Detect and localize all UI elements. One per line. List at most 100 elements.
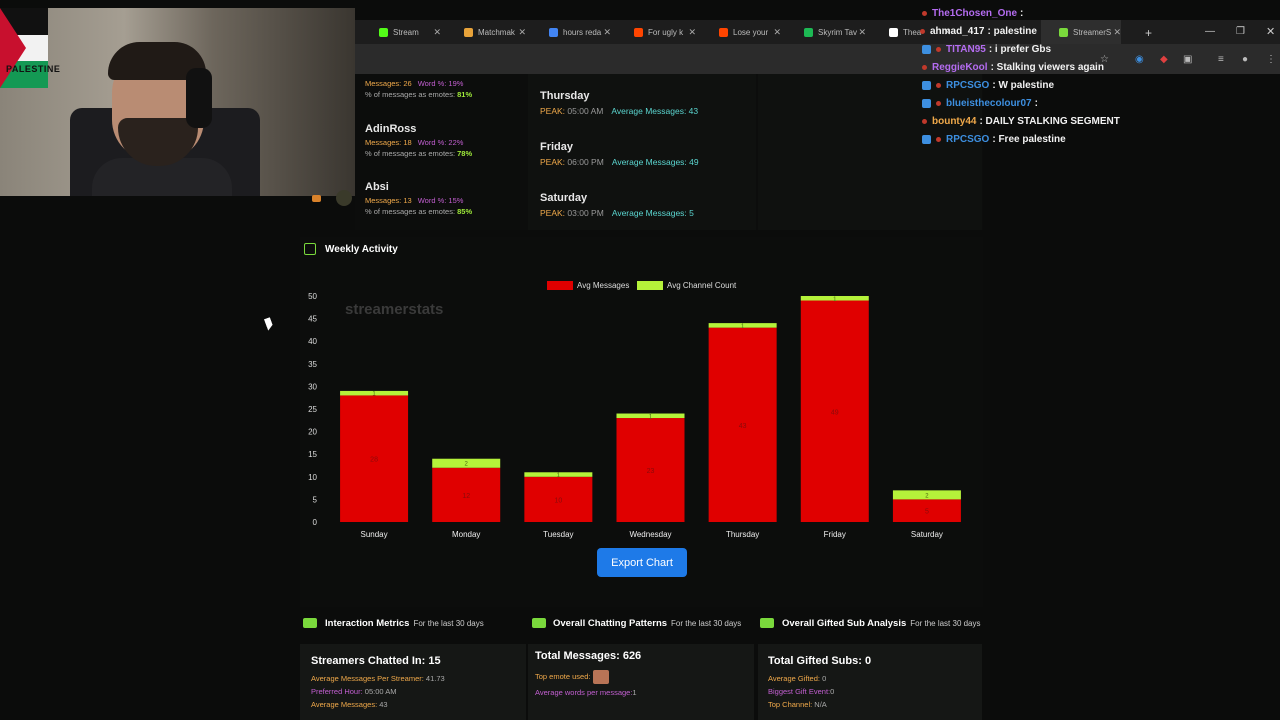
tab-close-icon[interactable]: ✕: [943, 27, 951, 37]
chat-text: : W palestine: [992, 80, 1055, 91]
chat-message: The1Chosen_One :: [922, 8, 1023, 19]
bar-avg-messages: [524, 476, 593, 522]
user-3-name[interactable]: Absi: [365, 181, 389, 193]
browser-tab[interactable]: Thea ✕: [871, 20, 951, 44]
tab-close-icon[interactable]: ✕: [603, 27, 611, 37]
browser-tab[interactable]: hours reda ✕: [531, 20, 611, 44]
chat-username[interactable]: The1Chosen_One: [932, 8, 1018, 19]
profile-icon[interactable]: ●: [1242, 54, 1249, 65]
chat-text: : palestine: [987, 26, 1037, 37]
tab-label: Thea: [903, 27, 922, 37]
bar-value-label: 2: [465, 462, 469, 468]
tab-close-icon[interactable]: ✕: [433, 27, 441, 37]
tab-close-icon[interactable]: ✕: [773, 27, 781, 37]
webcam-overlay: PALESTINE: [0, 8, 355, 196]
browser-address-bar[interactable]: [355, 44, 1280, 74]
user-3-meta: Messages: 13 Word %: 15%: [365, 196, 464, 205]
window-close-icon[interactable]: ✕: [1266, 26, 1276, 38]
puzzle-icon[interactable]: ▣: [1183, 54, 1193, 65]
total-messages-title: Total Messages: 626: [535, 650, 642, 662]
user-2-name[interactable]: AdinRoss: [365, 123, 417, 135]
menu-icon[interactable]: ⋮: [1266, 54, 1276, 65]
chat-text: : Stalking viewers again: [990, 62, 1104, 73]
browser-tab[interactable]: For ugly k ✕: [616, 20, 696, 44]
tab-label: Matchmak: [478, 27, 515, 37]
user-2-meta: Messages: 18 Word %: 22%: [365, 138, 464, 147]
chat-message: RPCSGO : Free palestine: [922, 134, 1066, 145]
biggest-gift-event: Biggest Gift Event:0: [768, 687, 835, 696]
export-chart-button[interactable]: Export Chart: [597, 548, 687, 577]
stats-column: [758, 74, 982, 230]
browser-tab[interactable]: Lose your ✕: [701, 20, 781, 44]
browser-tab[interactable]: Stream ✕: [361, 20, 441, 44]
y-tick-label: 30: [308, 382, 317, 391]
tab-favicon-icon: [889, 27, 898, 37]
bar-avg-channel-count: [616, 413, 685, 419]
extension-icon[interactable]: ◆: [1160, 54, 1168, 65]
chat-message: ahmad_417 : palestine: [920, 26, 1037, 37]
chat-message: bounty44 : DAILY STALKING SEGMENT: [922, 116, 1120, 127]
bar-avg-channel-count: [340, 390, 409, 396]
chat-message: blueisthecolour07 :: [922, 98, 1038, 109]
peak-day-name: Friday: [540, 141, 574, 153]
x-tick-label: Wednesday: [629, 530, 671, 539]
chat-username[interactable]: ReggieKool: [932, 62, 988, 73]
tab-label: hours reda: [563, 27, 602, 37]
tab-close-icon[interactable]: ✕: [518, 27, 526, 37]
browser-tab[interactable]: Skyrim Tav ✕: [786, 20, 866, 44]
browser-tab[interactable]: StreamerS ✕: [1041, 20, 1121, 44]
chat-username[interactable]: RPCSGO: [946, 80, 990, 91]
peak-day-meta: PEAK: 05:00 AM Average Messages: 43: [540, 106, 699, 116]
bar-value-label: 1: [649, 414, 653, 420]
avatar: [336, 190, 352, 206]
mouse-cursor-icon: [264, 317, 274, 331]
chat-username[interactable]: TITAN95: [946, 44, 986, 55]
avg-messages-per-streamer: Average Messages Per Streamer: 41.73: [311, 674, 445, 683]
bar-value-label: 12: [462, 493, 470, 500]
tab-label: Lose your: [733, 27, 769, 37]
chat-badge-icon: [922, 81, 931, 90]
chat-dot-icon: [922, 119, 927, 124]
maximize-icon[interactable]: ❐: [1236, 26, 1245, 37]
bar-value-label: 1: [557, 473, 561, 479]
tab-label: Stream: [393, 27, 419, 37]
user-2-emotes: % of messages as emotes: 78%: [365, 149, 473, 158]
top-emote-used: Top emote used:: [535, 670, 610, 684]
chat-dot-icon: [936, 101, 941, 106]
legend-label: Avg Channel Count: [667, 281, 737, 290]
peak-day-meta: PEAK: 03:00 PM Average Messages: 5: [540, 208, 694, 218]
chat-username[interactable]: RPCSGO: [946, 134, 990, 145]
chat-badge-icon: [922, 45, 931, 54]
chat-username[interactable]: bounty44: [932, 116, 977, 127]
chat-dot-icon: [936, 83, 941, 88]
tab-favicon-icon: [634, 27, 643, 37]
camera-icon: [532, 618, 546, 628]
bar-value-label: 23: [647, 468, 655, 475]
y-tick-label: 35: [308, 360, 317, 369]
flag-icon: [0, 8, 48, 88]
y-tick-label: 10: [308, 473, 317, 482]
tab-favicon-icon: [379, 27, 388, 37]
total-gifted-title: Total Gifted Subs: 0: [768, 655, 872, 667]
chat-username[interactable]: ahmad_417: [930, 26, 985, 37]
bookmark-star-icon[interactable]: ☆: [1100, 54, 1109, 65]
tab-close-icon[interactable]: ✕: [688, 27, 696, 37]
user-3-emotes: % of messages as emotes: 85%: [365, 207, 473, 216]
tab-close-icon[interactable]: ✕: [1113, 27, 1121, 37]
new-tab-icon[interactable]: +: [1145, 26, 1153, 40]
bar-value-label: 1: [372, 392, 376, 398]
tab-label: For ugly k: [648, 27, 684, 37]
chatting-card: Total Messages: 626 Top emote used: Aver…: [528, 644, 754, 720]
media-icon[interactable]: ≡: [1218, 54, 1224, 65]
legend-swatch: [547, 281, 573, 290]
bar-avg-channel-count: [800, 296, 869, 301]
calendar-icon: [304, 243, 316, 255]
chat-username[interactable]: blueisthecolour07: [946, 98, 1032, 109]
extension-icon[interactable]: ◉: [1135, 54, 1144, 65]
tab-label: StreamerS: [1073, 27, 1112, 37]
camera-icon: [760, 618, 774, 628]
peak-day-name: Saturday: [540, 192, 588, 204]
browser-tab[interactable]: Matchmak ✕: [446, 20, 526, 44]
tab-close-icon[interactable]: ✕: [858, 27, 866, 37]
minimize-icon[interactable]: —: [1205, 26, 1215, 37]
